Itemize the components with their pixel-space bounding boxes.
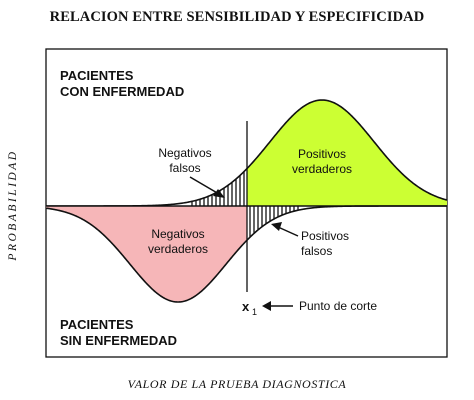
true-positive-label-line1: Positivos — [298, 147, 346, 161]
false-positive-label-line1: Positivos — [301, 229, 349, 243]
diseased-distribution-fill-true-positive — [247, 100, 447, 206]
diseased-group-label-line1: PACIENTES — [60, 68, 134, 83]
healthy-distribution-false-positive-hatch — [249, 206, 299, 238]
healthy-group-label-line1: PACIENTES — [60, 317, 134, 332]
true-negative-label-line2: verdaderos — [148, 242, 208, 256]
false-positive-label-line2: falsos — [301, 244, 332, 258]
false-negative-label-line2: falsos — [169, 161, 200, 175]
false-negative-label-line1: Negativos — [158, 146, 211, 160]
cutoff-subscript: 1 — [252, 307, 257, 317]
cutoff-label: Punto de corte — [299, 299, 377, 313]
cutoff-symbol: x — [242, 299, 250, 314]
false-negative-arrow — [189, 176, 225, 198]
true-positive-label-line2: verdaderos — [292, 162, 352, 176]
false-positive-arrow — [271, 222, 299, 237]
healthy-distribution-fill-true-negative — [46, 206, 247, 302]
x-axis-label: VALOR DE LA PRUEBA DIAGNOSTICA — [127, 377, 347, 391]
diseased-distribution-false-negative-hatch — [191, 171, 245, 206]
true-negative-label-line1: Negativos — [151, 227, 204, 241]
healthy-group-label-line2: SIN ENFERMEDAD — [60, 333, 177, 348]
cutoff-arrow — [262, 301, 293, 311]
diagram-title: RELACION ENTRE SENSIBILIDAD Y ESPECIFICI… — [49, 9, 425, 25]
diseased-group-label-line2: CON ENFERMEDAD — [60, 84, 184, 99]
